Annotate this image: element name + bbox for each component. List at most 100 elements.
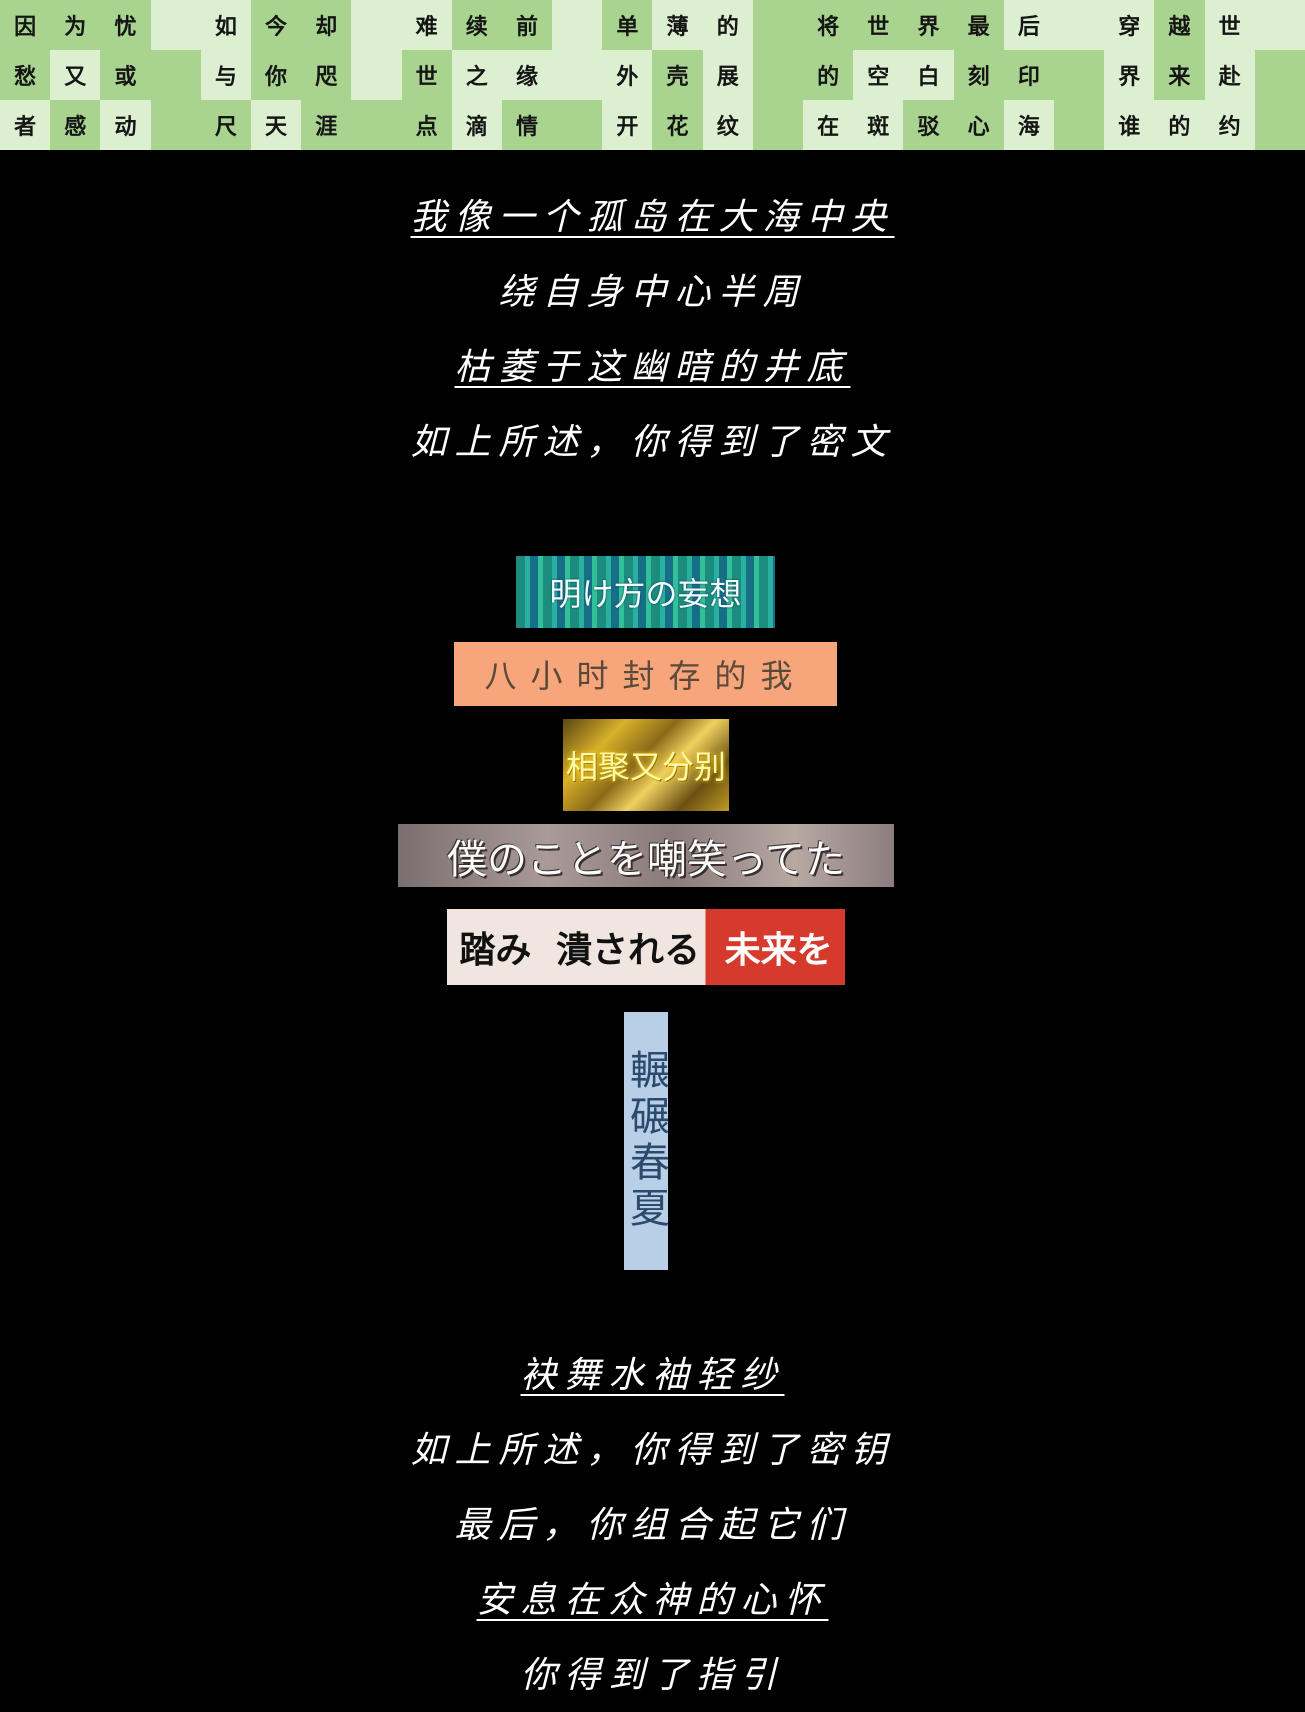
grid-cell: 世 [401, 50, 452, 100]
grid-cell: 为 [50, 0, 101, 50]
poem2-line-5-text: 你得到了指引 [520, 1655, 785, 1696]
poem2-line-2-text: 如上所述，你得到了密钥 [410, 1430, 895, 1471]
title-card-crushed-future: 踏み 潰される 未来を [447, 909, 845, 985]
grid-cell: 纹 [702, 100, 753, 150]
grid-cell: 海 [1003, 100, 1054, 150]
grid-cell: 前 [501, 0, 553, 50]
grid-cell: 天 [250, 100, 302, 150]
title-card-1-text: 明け方の妄想 [549, 575, 742, 613]
grid-cell: 的 [1154, 100, 1205, 150]
poem2-line-5: 你得到了指引 [0, 1646, 1305, 1698]
title-card-eight-hours: 八小时封存的我 [454, 642, 837, 706]
grid-cell: 的 [803, 50, 854, 100]
title-card-dawn-delusion: 明け方の妄想 [516, 556, 775, 628]
grid-cell [552, 50, 603, 100]
grid-cell: 展 [702, 50, 753, 100]
grid-cell [552, 0, 603, 50]
poem2-line-3: 最后，你组合起它们 [0, 1496, 1305, 1548]
grid-cell [1053, 100, 1105, 150]
grid-cell [351, 0, 402, 50]
grid-cell: 滴 [451, 100, 502, 150]
title-card-6-text: 輾碾春夏 [624, 1049, 668, 1233]
grid-cell: 心 [953, 100, 1004, 150]
grid-cell: 外 [602, 50, 653, 100]
poem2-line-1: 袂舞水袖轻纱 [0, 1346, 1305, 1398]
grid-cell [150, 50, 201, 100]
poem2-line-4: 安息在众神的心怀 [0, 1571, 1305, 1623]
grid-cell: 约 [1204, 100, 1255, 150]
grid-cell: 愁 [0, 50, 51, 100]
grid-cell: 刻 [953, 50, 1004, 100]
grid-cell: 在 [803, 100, 854, 150]
poem-line-3: 枯萎于这幽暗的井底 [0, 338, 1305, 390]
grid-cell: 驳 [903, 100, 954, 150]
grid-cell: 却 [301, 0, 352, 50]
poem-line-4: 如上所述，你得到了密文 [0, 413, 1305, 465]
grid-cell: 尺 [200, 100, 251, 150]
grid-cell: 穿 [1104, 0, 1155, 50]
grid-cell: 最 [953, 0, 1004, 50]
grid-cell [752, 0, 803, 50]
grid-cell: 斑 [853, 100, 904, 150]
grid-cell [1053, 0, 1105, 50]
grid-cell: 忧 [100, 0, 151, 50]
title-card-laughed-at-me: 僕のことを嘲笑ってた [398, 824, 894, 887]
grid-cell: 又 [50, 50, 101, 100]
grid-cell: 薄 [652, 0, 703, 50]
grid-cell: 今 [250, 0, 302, 50]
grid-cell: 或 [100, 50, 151, 100]
title-card-5-part-a: 踏み [459, 930, 532, 971]
grid-cell: 白 [903, 50, 954, 100]
grid-cell: 世 [853, 0, 904, 50]
grid-cell [351, 50, 402, 100]
grid-cell: 续 [451, 0, 502, 50]
grid-cell: 动 [100, 100, 151, 150]
grid-cell: 将 [803, 0, 854, 50]
poem2-line-2: 如上所述，你得到了密钥 [0, 1421, 1305, 1473]
grid-cell: 与 [200, 50, 251, 100]
grid-cell: 之 [451, 50, 502, 100]
grid-cell: 感 [50, 100, 101, 150]
grid-cell: 世 [1204, 0, 1255, 50]
grid-cell: 单 [602, 0, 653, 50]
grid-cell: 界 [1104, 50, 1155, 100]
grid-cell: 花 [652, 100, 703, 150]
grid-cell [351, 100, 402, 150]
grid-cell: 的 [702, 0, 753, 50]
grid-cell: 缘 [501, 50, 553, 100]
grid-cell [752, 50, 803, 100]
grid-cell: 赴 [1204, 50, 1255, 100]
poem-line-3-text: 枯萎于这幽暗的井底 [454, 347, 851, 388]
poem2-line-4-text: 安息在众神的心怀 [476, 1580, 829, 1621]
title-card-3-text: 相聚又分别 [565, 748, 726, 786]
poem-line-1-text: 我像一个孤岛在大海中央 [410, 197, 895, 238]
grid-cell: 来 [1154, 50, 1205, 100]
poem-line-1: 我像一个孤岛在大海中央 [0, 188, 1305, 240]
grid-cell: 界 [903, 0, 954, 50]
grid-cell [552, 100, 603, 150]
title-card-meet-part: 相聚又分别 [563, 719, 729, 811]
title-card-vertical-seasons: 輾碾春夏 [624, 1012, 668, 1270]
grid-cell: 者 [0, 100, 51, 150]
title-card-5-part-c: 未来を [724, 930, 833, 971]
poem-line-2: 绕自身中心半周 [0, 263, 1305, 315]
grid-cell: 开 [602, 100, 653, 150]
grid-cell: 涯 [301, 100, 352, 150]
grid-cell: 情 [501, 100, 553, 150]
grid-cell [1254, 0, 1305, 50]
character-grid: 因为忧如今却难续前单薄的将世界最后穿越世愁又或与你咫世之缘外壳展的空白刻印界来赴… [0, 0, 1305, 150]
grid-cell: 谁 [1104, 100, 1155, 150]
grid-cell: 越 [1154, 0, 1205, 50]
title-card-5-part-b: 潰される [555, 930, 700, 971]
grid-cell [752, 100, 803, 150]
grid-cell [150, 100, 201, 150]
grid-cell: 印 [1003, 50, 1054, 100]
poem2-line-3-text: 最后，你组合起它们 [454, 1505, 851, 1546]
grid-cell: 你 [250, 50, 302, 100]
grid-cell: 如 [200, 0, 251, 50]
title-card-4-text: 僕のことを嘲笑ってた [447, 836, 845, 883]
poem2-line-1-text: 袂舞水袖轻纱 [520, 1355, 785, 1396]
grid-cell [1254, 100, 1305, 150]
grid-cell: 难 [401, 0, 452, 50]
grid-cell [150, 0, 201, 50]
